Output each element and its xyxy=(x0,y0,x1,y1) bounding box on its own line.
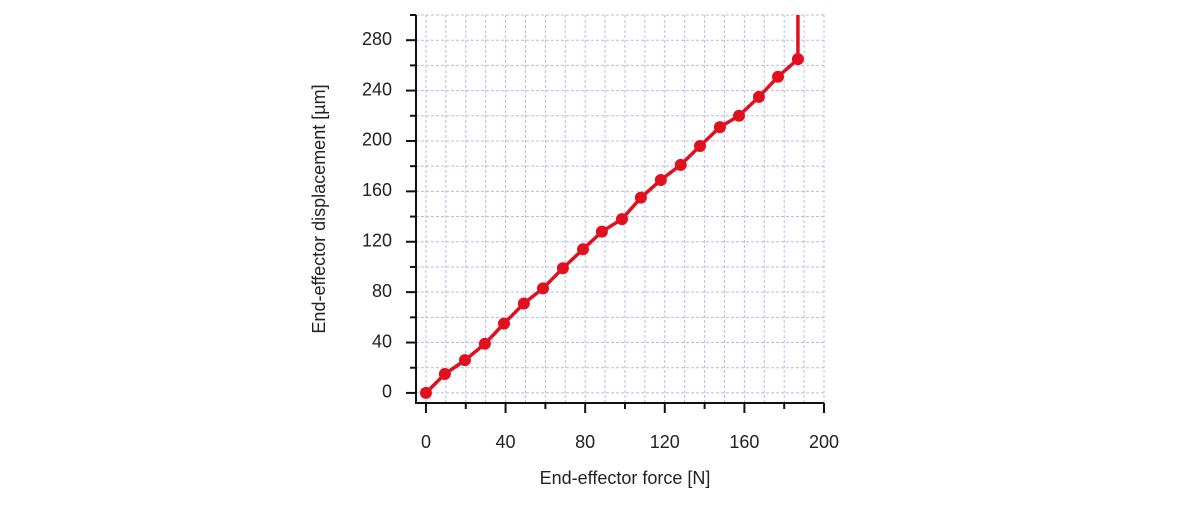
y-tick-label: 160 xyxy=(362,180,392,200)
x-axis-label: End-effector force [N] xyxy=(540,468,711,488)
x-tick-label: 80 xyxy=(575,432,595,452)
y-tick-label: 120 xyxy=(362,231,392,251)
data-point xyxy=(615,213,628,226)
data-point xyxy=(458,354,471,367)
y-axis-label: End-effector displacement [µm] xyxy=(309,84,329,333)
x-tick-label: 0 xyxy=(421,432,431,452)
data-point xyxy=(634,191,647,204)
data-point xyxy=(419,386,432,399)
data-point xyxy=(497,317,510,330)
data-point xyxy=(556,262,569,275)
x-tick-label: 40 xyxy=(496,432,516,452)
data-point xyxy=(733,109,746,122)
data-point xyxy=(713,121,726,134)
y-tick-label: 200 xyxy=(362,130,392,150)
y-tick-label: 280 xyxy=(362,29,392,49)
data-point xyxy=(478,337,491,350)
y-tick-label: 240 xyxy=(362,79,392,99)
x-tick-label: 200 xyxy=(809,432,839,452)
data-point xyxy=(517,297,530,310)
data-point xyxy=(536,282,549,295)
y-tick-label: 40 xyxy=(372,331,392,351)
y-tick-label: 0 xyxy=(382,382,392,402)
y-tick-label: 80 xyxy=(372,281,392,301)
data-point xyxy=(694,140,707,153)
data-point xyxy=(438,368,451,381)
data-point xyxy=(654,174,667,187)
x-tick-label: 120 xyxy=(650,432,680,452)
data-point xyxy=(791,53,804,66)
data-point xyxy=(674,158,687,171)
data-point xyxy=(772,70,785,83)
data-point xyxy=(595,225,608,238)
data-point xyxy=(752,90,765,103)
data-point xyxy=(576,243,589,256)
x-tick-label: 160 xyxy=(729,432,759,452)
